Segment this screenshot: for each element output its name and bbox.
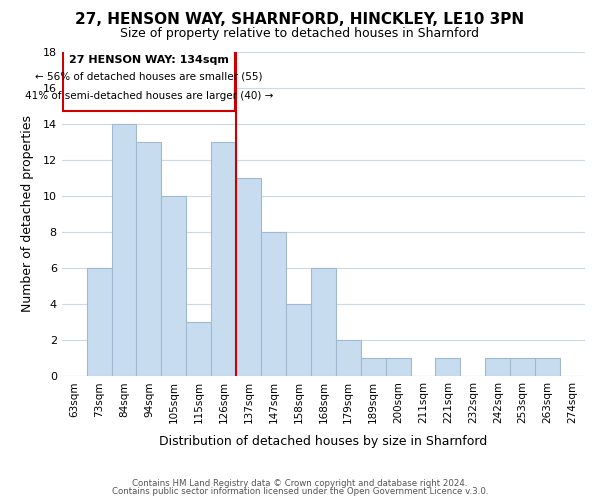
Bar <box>86 268 112 376</box>
Text: Contains public sector information licensed under the Open Government Licence v.: Contains public sector information licen… <box>112 487 488 496</box>
Bar <box>136 142 161 376</box>
Bar <box>436 358 460 376</box>
Bar <box>311 268 336 376</box>
Bar <box>112 124 136 376</box>
Bar <box>186 322 211 376</box>
Text: Size of property relative to detached houses in Sharnford: Size of property relative to detached ho… <box>121 28 479 40</box>
Bar <box>286 304 311 376</box>
Text: 41% of semi-detached houses are larger (40) →: 41% of semi-detached houses are larger (… <box>25 90 273 101</box>
Bar <box>211 142 236 376</box>
Bar <box>161 196 186 376</box>
Text: Contains HM Land Registry data © Crown copyright and database right 2024.: Contains HM Land Registry data © Crown c… <box>132 478 468 488</box>
X-axis label: Distribution of detached houses by size in Sharnford: Distribution of detached houses by size … <box>159 434 487 448</box>
Bar <box>261 232 286 376</box>
Bar <box>361 358 386 376</box>
Bar <box>336 340 361 376</box>
FancyBboxPatch shape <box>63 46 235 111</box>
Text: 27, HENSON WAY, SHARNFORD, HINCKLEY, LE10 3PN: 27, HENSON WAY, SHARNFORD, HINCKLEY, LE1… <box>76 12 524 28</box>
Text: ← 56% of detached houses are smaller (55): ← 56% of detached houses are smaller (55… <box>35 72 263 82</box>
Bar <box>236 178 261 376</box>
Bar <box>535 358 560 376</box>
Bar <box>485 358 510 376</box>
Text: 27 HENSON WAY: 134sqm: 27 HENSON WAY: 134sqm <box>69 54 229 64</box>
Bar <box>386 358 410 376</box>
Bar <box>510 358 535 376</box>
Y-axis label: Number of detached properties: Number of detached properties <box>22 116 34 312</box>
